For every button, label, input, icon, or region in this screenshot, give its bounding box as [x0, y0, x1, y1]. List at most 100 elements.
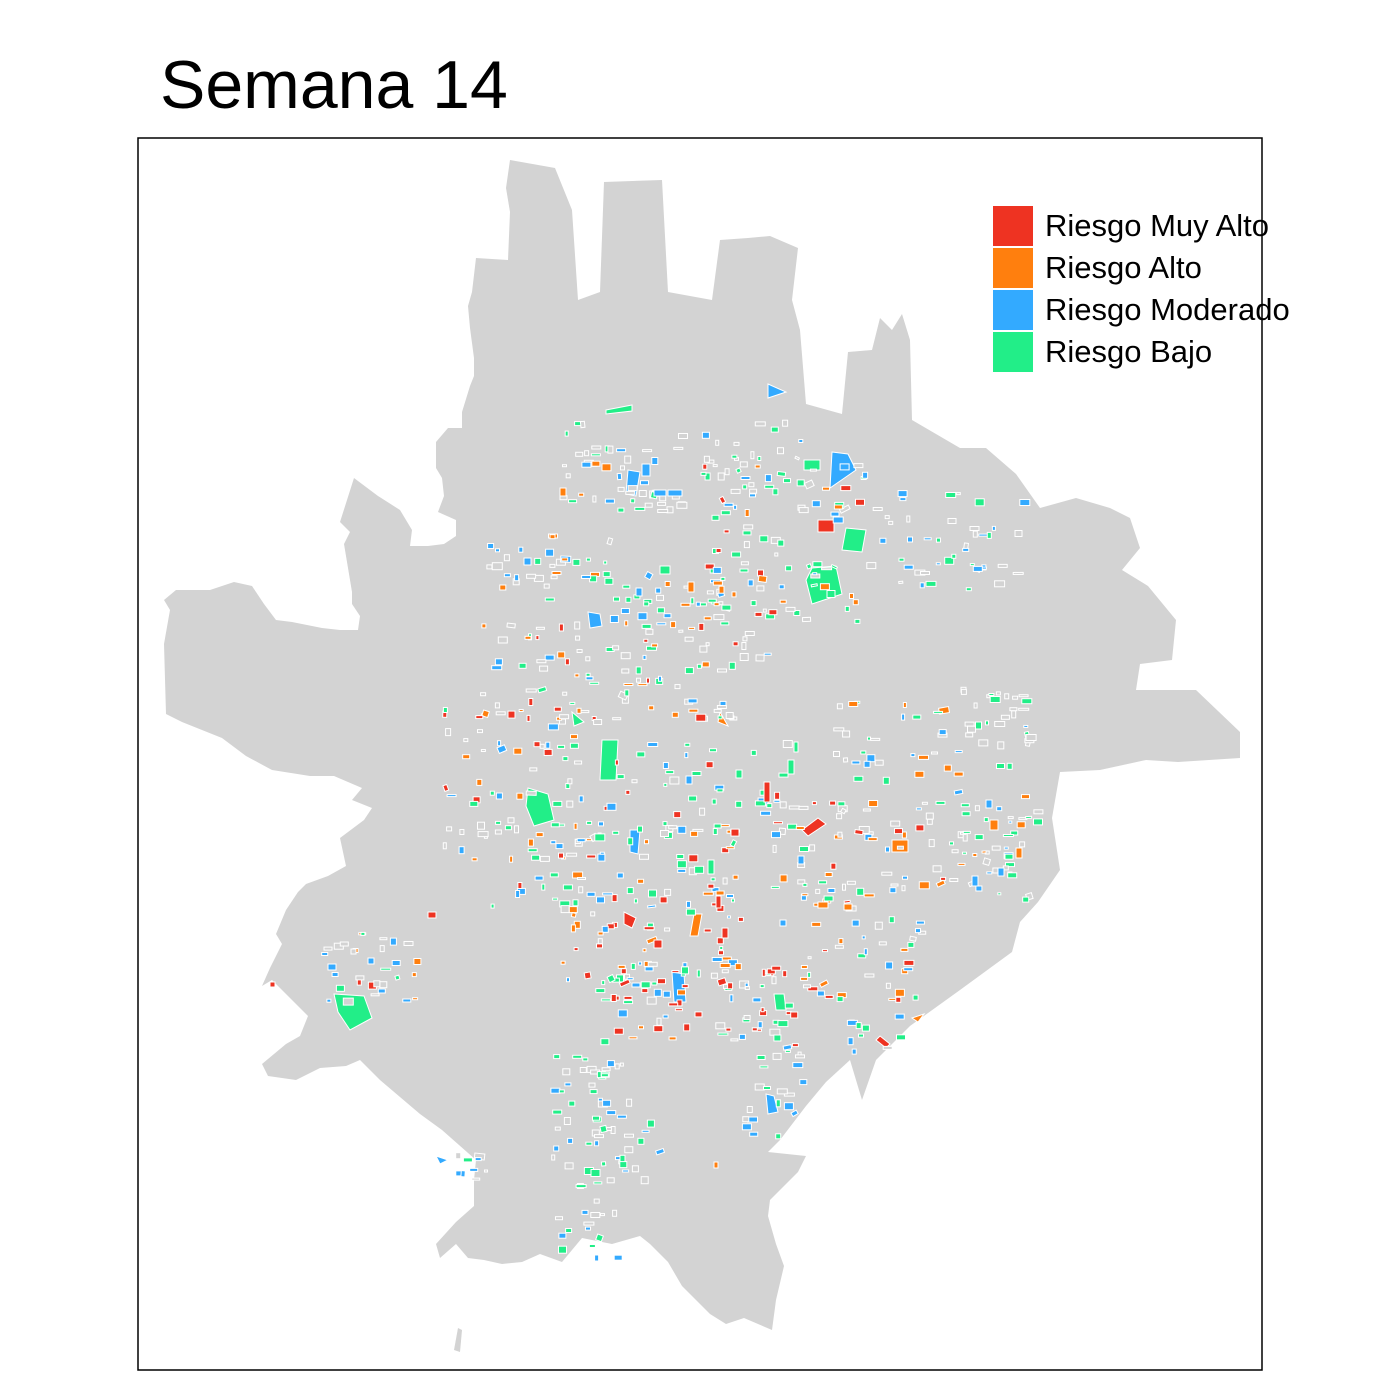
- block: [575, 451, 584, 457]
- block: [555, 843, 564, 850]
- block: [495, 820, 502, 825]
- block: [676, 860, 687, 869]
- block: [718, 950, 724, 956]
- block: [601, 463, 612, 472]
- block: [910, 1013, 926, 1023]
- block: [842, 883, 846, 891]
- block: [635, 666, 642, 675]
- block: [535, 832, 544, 838]
- block: [550, 1087, 561, 1094]
- block: [906, 515, 911, 523]
- block: [757, 456, 762, 461]
- block: [562, 1068, 571, 1076]
- block: [719, 946, 724, 950]
- block: [962, 851, 967, 855]
- block: [773, 799, 781, 803]
- block: [915, 928, 921, 934]
- block: [350, 948, 357, 955]
- block: [912, 714, 922, 720]
- block: [491, 562, 503, 571]
- block: [811, 500, 821, 508]
- block: [910, 753, 916, 758]
- block: [490, 903, 495, 909]
- block: [933, 710, 944, 714]
- block: [716, 788, 724, 793]
- block: [323, 946, 333, 951]
- block: [867, 736, 871, 741]
- block: [702, 891, 714, 896]
- block: [653, 939, 663, 949]
- block: [743, 541, 750, 549]
- block: [901, 885, 906, 892]
- block: [790, 1011, 799, 1019]
- block: [717, 1032, 729, 1036]
- block: [732, 874, 739, 880]
- block: [756, 585, 765, 592]
- block: [579, 1067, 587, 1073]
- block: [480, 692, 487, 697]
- block: [637, 683, 648, 687]
- block: [637, 612, 648, 621]
- block: [581, 461, 592, 468]
- block: [620, 968, 627, 975]
- block: [606, 973, 616, 984]
- block: [775, 1099, 781, 1108]
- block: [558, 623, 564, 632]
- block: [836, 996, 844, 1003]
- block: [899, 497, 907, 502]
- block: [788, 805, 800, 810]
- block: [690, 597, 695, 605]
- block: [997, 563, 1008, 568]
- block: [647, 961, 658, 967]
- block: [775, 1133, 782, 1140]
- block: [489, 790, 495, 796]
- block: [750, 600, 757, 607]
- block: [833, 751, 840, 757]
- block: [462, 754, 471, 760]
- block: [656, 594, 664, 601]
- block: [964, 721, 975, 727]
- block: [969, 526, 980, 531]
- block: [535, 635, 540, 641]
- block: [469, 800, 479, 807]
- block: [462, 1157, 473, 1163]
- block: [824, 994, 834, 999]
- block: [855, 498, 865, 506]
- block: [645, 628, 654, 635]
- block: [773, 993, 787, 1011]
- block: [830, 511, 840, 517]
- block: [636, 751, 646, 758]
- block: [626, 977, 634, 981]
- block: [595, 988, 606, 994]
- block: [700, 471, 707, 476]
- block: [744, 631, 755, 636]
- block: [986, 871, 993, 875]
- block: [644, 839, 649, 845]
- block: [802, 882, 808, 887]
- block: [901, 713, 906, 721]
- block: [921, 801, 928, 805]
- block: [713, 1161, 719, 1169]
- block: [768, 609, 778, 616]
- block: [613, 1027, 624, 1035]
- block: [868, 800, 879, 807]
- block: [588, 1244, 596, 1248]
- block: [749, 1131, 759, 1137]
- block: [550, 840, 557, 845]
- block: [791, 1043, 799, 1048]
- block: [763, 652, 772, 656]
- block: [1008, 820, 1013, 824]
- block: [662, 990, 671, 998]
- block: [807, 956, 812, 960]
- block: [721, 927, 729, 939]
- block: [639, 853, 649, 860]
- legend-label: Riesgo Bajo: [1045, 334, 1213, 369]
- block: [996, 763, 1005, 769]
- block: [612, 717, 622, 721]
- block: [458, 846, 465, 855]
- block: [715, 548, 722, 553]
- block: [677, 989, 686, 996]
- block: [663, 782, 668, 787]
- block: [678, 629, 684, 633]
- block: [623, 995, 633, 1000]
